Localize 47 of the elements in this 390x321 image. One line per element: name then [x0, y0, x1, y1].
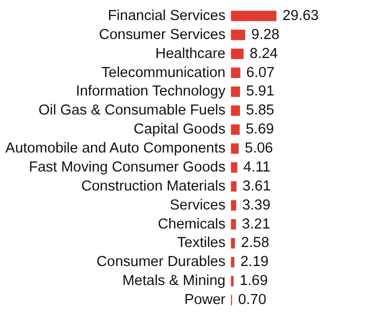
data-label: 2.19 — [240, 254, 269, 270]
y-tick-label: Consumer Durables — [96, 254, 226, 270]
y-tick-label: Metals & Mining — [122, 273, 226, 290]
bar — [231, 86, 240, 97]
y-tick-label: Textiles — [177, 235, 226, 252]
data-label: 8.24 — [250, 46, 278, 62]
bar — [231, 256, 234, 268]
data-label: 5.69 — [246, 122, 274, 138]
bar — [231, 276, 234, 286]
data-label: 29.63 — [282, 8, 319, 24]
data-label: 6.07 — [246, 64, 275, 81]
data-label: 5.85 — [246, 102, 274, 119]
bar — [231, 48, 244, 60]
y-tick-label: Services — [170, 197, 226, 214]
y-tick-label: Automobile and Auto Components — [5, 140, 226, 157]
data-label: 2.58 — [240, 235, 270, 252]
data-label: 3.39 — [242, 197, 270, 214]
bar — [231, 30, 246, 40]
data-label: 0.70 — [238, 292, 266, 308]
y-tick-label: Oil Gas & Consumable Fuels — [38, 102, 226, 119]
bar — [231, 181, 237, 192]
bar — [231, 143, 239, 154]
data-label: 5.06 — [244, 140, 273, 157]
bar — [231, 200, 236, 211]
data-label: 3.61 — [242, 178, 271, 194]
y-tick-label: Chemicals — [158, 216, 226, 232]
bar — [231, 68, 240, 78]
bar — [231, 238, 235, 248]
y-tick-label: Healthcare — [155, 46, 226, 62]
bar — [231, 219, 236, 230]
y-tick-label: Information Technology — [76, 84, 226, 100]
y-tick-label: Capital Goods — [134, 122, 226, 138]
bar — [231, 105, 240, 116]
data-label: 4.11 — [243, 159, 270, 176]
bar — [231, 10, 276, 22]
data-label: 5.91 — [246, 84, 274, 100]
y-tick-label: Telecommunication — [101, 64, 226, 81]
y-tick-label: Construction Materials — [81, 178, 226, 194]
data-label: 9.28 — [251, 26, 280, 43]
y-tick-label: Financial Services — [108, 8, 226, 24]
data-label: 1.69 — [240, 273, 268, 290]
data-label: 3.21 — [242, 216, 270, 232]
y-tick-label: Power — [184, 292, 226, 308]
bar — [231, 162, 238, 173]
bar — [231, 124, 240, 135]
y-tick-label: Fast Moving Consumer Goods — [28, 159, 226, 176]
y-tick-label: Consumer Services — [98, 26, 226, 43]
